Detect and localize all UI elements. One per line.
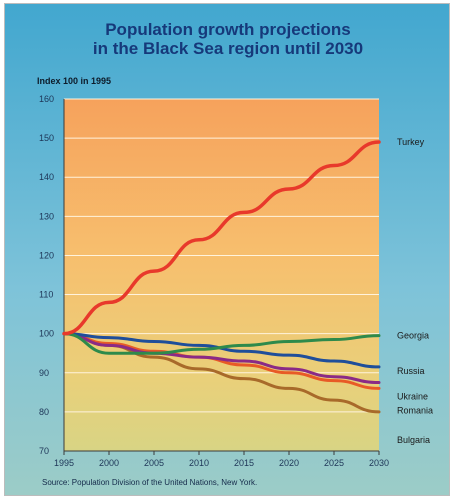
y-tick-label: 130 xyxy=(39,211,54,221)
series-label-ukraine: Ukraine xyxy=(397,392,428,402)
x-tick-label: 2020 xyxy=(279,458,299,468)
x-tick-label: 2015 xyxy=(234,458,254,468)
y-axis-label: Index 100 in 1995 xyxy=(37,76,111,86)
series-line-turkey xyxy=(62,140,381,336)
y-tick-label: 160 xyxy=(39,94,54,104)
x-tick-label: 1995 xyxy=(54,458,74,468)
y-tick-label: 150 xyxy=(39,133,54,143)
series-line-romania xyxy=(62,332,381,390)
y-tick-label: 120 xyxy=(39,250,54,260)
series-line-georgia xyxy=(62,332,381,355)
series-label-romania: Romania xyxy=(397,405,433,415)
series-label-bulgaria: Bulgaria xyxy=(397,435,430,445)
series-line-ukraine xyxy=(62,332,381,385)
chart-frame: Population growth projections in the Bla… xyxy=(4,3,450,496)
y-tick-label: 140 xyxy=(39,172,54,182)
x-tick-label: 2005 xyxy=(144,458,164,468)
series-label-russia: Russia xyxy=(397,366,425,376)
y-tick-label: 70 xyxy=(39,446,49,456)
y-tick-label: 90 xyxy=(39,368,49,378)
line-chart: 70 80 90 100 110 120 130 140 150 160 1995 2000 2005 2… xyxy=(37,76,433,468)
x-tick-label: 2010 xyxy=(189,458,209,468)
chart-subtitle: in the Black Sea region until 2030 xyxy=(92,39,364,58)
x-tick-label: 2025 xyxy=(324,458,344,468)
y-tick-label: 100 xyxy=(39,329,54,339)
x-tick-label: 2030 xyxy=(369,458,389,468)
chart-source: Source: Population Division of the Unite… xyxy=(42,478,258,487)
y-tick-label: 110 xyxy=(39,290,53,300)
series-label-turkey: Turkey xyxy=(397,137,425,147)
y-tick-label: 80 xyxy=(39,407,49,417)
series-label-georgia: Georgia xyxy=(397,331,429,341)
chart-title: Population growth projections xyxy=(105,20,351,39)
plot-area xyxy=(64,99,379,451)
x-tick-label: 2000 xyxy=(99,458,119,468)
